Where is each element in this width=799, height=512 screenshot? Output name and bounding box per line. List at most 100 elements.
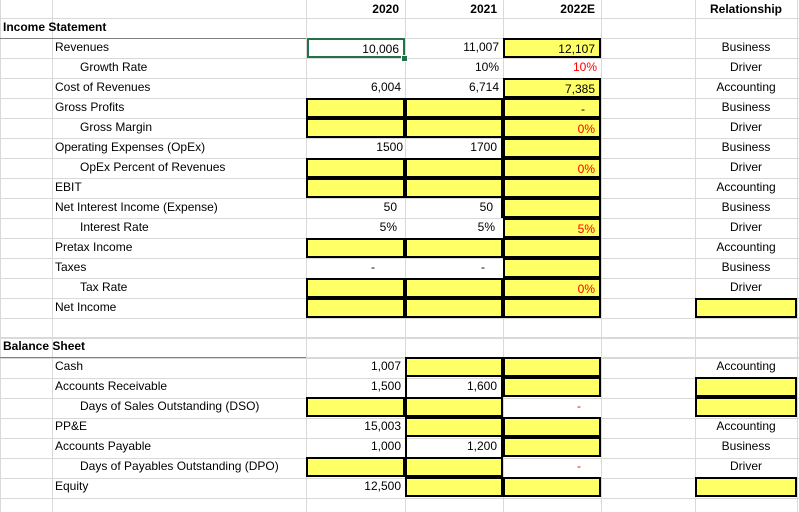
equity-2022-cell[interactable] (503, 477, 601, 497)
net-interest-2022-cell[interactable] (503, 198, 601, 218)
header-2021[interactable]: 2021 (470, 2, 497, 16)
ebit-2021-cell[interactable] (405, 178, 503, 198)
gross-profits-2021-cell[interactable] (405, 98, 503, 118)
ppe-2022-cell[interactable] (503, 417, 601, 437)
tax-rate-relationship[interactable]: Driver (730, 280, 762, 294)
interest-rate-2022-cell[interactable]: 5% (503, 218, 601, 238)
dso-label[interactable]: Days of Sales Outstanding (DSO) (80, 399, 260, 413)
opex-percent-2021-cell[interactable] (405, 158, 503, 178)
interest-rate-2021-cell[interactable]: 5% (477, 220, 495, 234)
dso-relationship-cell[interactable] (695, 397, 797, 417)
dpo-2021-cell[interactable] (405, 457, 503, 477)
gross-profits-label[interactable]: Gross Profits (55, 100, 125, 114)
cash-2022-cell[interactable] (503, 357, 601, 377)
tax-rate-label[interactable]: Tax Rate (80, 280, 128, 294)
dpo-2020-cell[interactable] (306, 457, 405, 477)
gross-margin-relationship[interactable]: Driver (730, 120, 762, 134)
revenues-2021-cell[interactable]: 11,007 (463, 40, 499, 54)
ppe-relationship[interactable]: Accounting (716, 419, 776, 433)
opex-2022-cell[interactable] (503, 138, 601, 158)
revenues-label[interactable]: Revenues (55, 40, 110, 54)
cost-of-revenues-relationship[interactable]: Accounting (716, 80, 776, 94)
equity-2021-cell[interactable] (405, 477, 503, 497)
net-income-2021-cell[interactable] (405, 298, 503, 318)
ebit-2020-cell[interactable] (306, 178, 405, 198)
accounts-receivable-label[interactable]: Accounts Receivable (55, 379, 168, 393)
accounts-payable-relationship[interactable]: Business (721, 439, 771, 453)
revenues-2020-cell[interactable]: 10,006 (307, 38, 405, 58)
dso-2020-cell[interactable] (306, 397, 405, 417)
accounts-payable-label[interactable]: Accounts Payable (55, 439, 152, 453)
dpo-relationship[interactable]: Driver (730, 459, 762, 473)
pretax-income-2022-cell[interactable] (503, 238, 601, 258)
taxes-2021-cell[interactable]: - (481, 260, 485, 274)
interest-rate-2020-cell[interactable]: 5% (379, 220, 397, 234)
dpo-label[interactable]: Days of Payables Outstanding (DPO) (80, 459, 279, 473)
net-interest-2020-cell[interactable]: 50 (383, 200, 397, 214)
revenues-2022-cell[interactable]: 12,107 (503, 38, 601, 58)
dso-2021-cell[interactable] (405, 397, 503, 417)
opex-percent-label[interactable]: OpEx Percent of Revenues (80, 160, 226, 174)
cost-of-revenues-2021-cell[interactable]: 6,714 (468, 80, 499, 94)
opex-2021-cell[interactable]: 1700 (405, 138, 503, 158)
gross-profits-relationship[interactable]: Business (721, 100, 771, 114)
net-income-2022-cell[interactable] (503, 298, 601, 318)
ebit-2022-cell[interactable] (503, 178, 601, 198)
ebit-relationship[interactable]: Accounting (716, 180, 776, 194)
income-statement-title[interactable]: Income Statement (3, 20, 107, 34)
cash-2021-cell[interactable] (405, 357, 503, 377)
equity-label[interactable]: Equity (55, 479, 89, 493)
gross-margin-2021-cell[interactable] (405, 118, 503, 138)
ppe-label[interactable]: PP&E (55, 419, 88, 433)
net-income-2020-cell[interactable] (306, 298, 405, 318)
tax-rate-2020-cell[interactable] (306, 278, 405, 298)
gross-profits-2020-cell[interactable] (306, 98, 405, 118)
taxes-relationship[interactable]: Business (721, 260, 771, 274)
pretax-income-label[interactable]: Pretax Income (55, 240, 133, 254)
net-income-relationship-cell[interactable] (695, 298, 797, 318)
dpo-2022-cell[interactable]: - (577, 459, 581, 473)
net-interest-label[interactable]: Net Interest Income (Expense) (55, 200, 218, 214)
cost-of-revenues-2020-cell[interactable]: 6,004 (370, 80, 401, 94)
interest-rate-relationship[interactable]: Driver (730, 220, 762, 234)
header-2020[interactable]: 2020 (372, 2, 399, 16)
growth-rate-relationship[interactable]: Driver (730, 60, 762, 74)
cash-relationship[interactable]: Accounting (716, 359, 776, 373)
tax-rate-2021-cell[interactable] (405, 278, 503, 298)
ebit-label[interactable]: EBIT (55, 180, 82, 194)
gross-margin-2022-cell[interactable]: 0% (503, 118, 601, 138)
accounts-receivable-relationship-cell[interactable] (695, 377, 797, 397)
growth-rate-label[interactable]: Growth Rate (80, 60, 148, 74)
cash-label[interactable]: Cash (55, 359, 84, 373)
taxes-2022-cell[interactable] (503, 258, 601, 278)
interest-rate-label[interactable]: Interest Rate (80, 220, 149, 234)
pretax-income-relationship[interactable]: Accounting (716, 240, 776, 254)
equity-2020-cell[interactable]: 12,500 (364, 479, 401, 493)
growth-rate-2021-cell[interactable]: 10% (474, 60, 499, 74)
balance-sheet-title[interactable]: Balance Sheet (3, 339, 86, 353)
accounts-payable-2022-cell[interactable] (503, 437, 601, 457)
gross-margin-label[interactable]: Gross Margin (80, 120, 153, 134)
accounts-receivable-2022-cell[interactable] (503, 377, 601, 397)
ppe-2021-cell[interactable] (405, 417, 503, 437)
dso-2022-cell[interactable]: - (577, 399, 581, 413)
opex-percent-2020-cell[interactable] (306, 158, 405, 178)
pretax-income-2021-cell[interactable] (405, 238, 503, 258)
opex-label[interactable]: Operating Expenses (OpEx) (55, 140, 206, 154)
cost-of-revenues-label[interactable]: Cost of Revenues (55, 80, 151, 94)
equity-relationship-cell[interactable] (695, 477, 797, 497)
opex-2020-cell[interactable]: 1500 (376, 140, 403, 154)
tax-rate-2022-cell[interactable]: 0% (503, 278, 601, 298)
net-interest-relationship[interactable]: Business (721, 200, 771, 214)
growth-rate-2022-cell[interactable]: 10% (572, 60, 597, 74)
cost-of-revenues-2022-cell[interactable]: 7,385 (503, 78, 601, 98)
net-income-label[interactable]: Net Income (55, 300, 117, 314)
pretax-income-2020-cell[interactable] (306, 238, 405, 258)
gross-margin-2020-cell[interactable] (306, 118, 405, 138)
accounts-payable-2021-cell[interactable]: 1,200 (405, 437, 503, 457)
opex-percent-2022-cell[interactable]: 0% (503, 158, 601, 178)
accounts-payable-2020-cell[interactable]: 1,000 (370, 439, 401, 453)
gross-profits-2022-cell[interactable]: - (503, 98, 601, 118)
opex-relationship[interactable]: Business (721, 140, 771, 154)
header-2022e[interactable]: 2022E (560, 2, 595, 16)
